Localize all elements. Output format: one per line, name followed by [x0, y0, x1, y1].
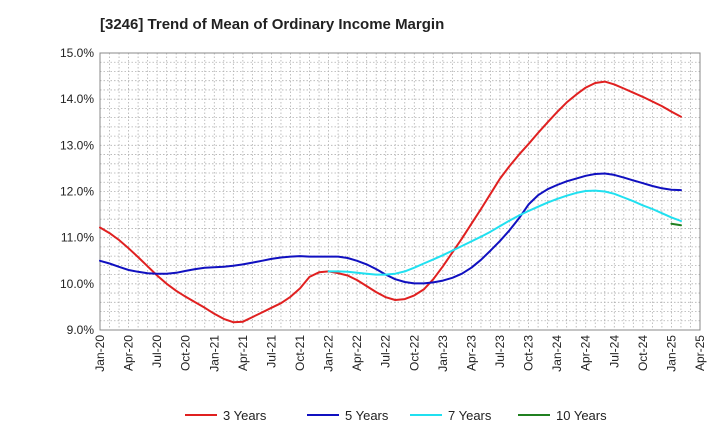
y-tick-label: 15.0% [60, 46, 94, 60]
legend: 3 Years 5 Years 7 Years 10 Years [185, 408, 607, 423]
y-tick-label: 9.0% [67, 323, 95, 337]
x-tick-label: Apr-20 [122, 335, 136, 371]
x-tick-label: Jan-24 [550, 335, 564, 372]
x-tick-label: Jan-21 [207, 335, 221, 372]
y-tick-label: 10.0% [60, 277, 94, 291]
x-tick-label: Oct-24 [636, 335, 650, 371]
legend-label: 5 Years [345, 408, 389, 423]
x-tick-label: Jul-20 [150, 335, 164, 368]
plot-frame [99, 52, 701, 331]
grid [100, 53, 700, 330]
legend-label: 10 Years [556, 408, 607, 423]
y-axis-ticks: 9.0% 10.0% 11.0% 12.0% 13.0% 14.0% 15.0% [60, 46, 94, 337]
x-tick-label: Apr-23 [464, 335, 478, 371]
legend-label: 7 Years [448, 408, 492, 423]
x-tick-label: Jan-25 [664, 335, 678, 372]
y-tick-label: 14.0% [60, 92, 94, 106]
y-tick-label: 13.0% [60, 138, 94, 152]
chart-title: [3246] Trend of Mean of Ordinary Income … [100, 16, 445, 33]
x-tick-label: Jul-22 [379, 335, 393, 368]
x-tick-label: Jul-24 [607, 335, 621, 368]
x-tick-label: Apr-24 [579, 335, 593, 371]
y-tick-label: 12.0% [60, 185, 94, 199]
series-line-10-years [670, 222, 682, 227]
legend-label: 3 Years [223, 408, 267, 423]
x-tick-label: Jan-20 [93, 335, 107, 372]
series-line-7-years [327, 189, 682, 276]
x-tick-label: Oct-21 [293, 335, 307, 371]
x-tick-label: Oct-23 [522, 335, 536, 371]
series-lines [99, 80, 682, 324]
series-line-3-years [99, 80, 682, 324]
x-tick-label: Apr-22 [350, 335, 364, 371]
x-tick-label: Apr-21 [236, 335, 250, 371]
x-tick-label: Apr-25 [693, 335, 707, 371]
x-tick-label: Jan-22 [322, 335, 336, 372]
x-tick-label: Jul-23 [493, 335, 507, 368]
x-tick-label: Oct-22 [407, 335, 421, 371]
x-tick-label: Jan-23 [436, 335, 450, 372]
series-line-5-years [99, 172, 682, 285]
y-tick-label: 11.0% [61, 231, 94, 245]
x-tick-label: Jul-21 [264, 335, 278, 368]
x-axis-ticks: Jan-20 Apr-20 Jul-20 Oct-20 Jan-21 Apr-21 Jul-… [93, 335, 707, 372]
x-tick-label: Oct-20 [179, 335, 193, 371]
